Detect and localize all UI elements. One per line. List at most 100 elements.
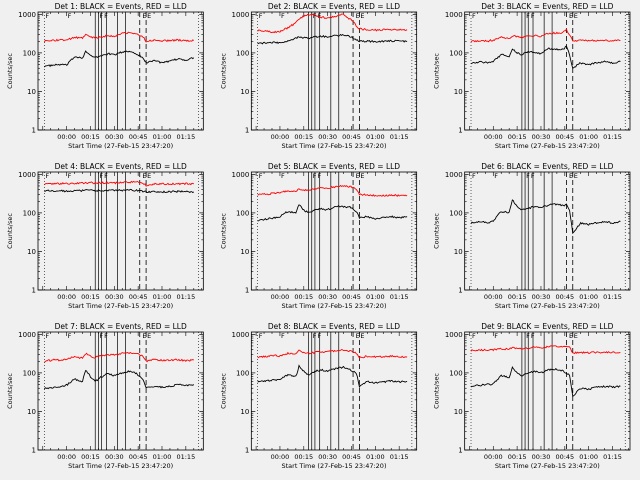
x-axis-label: Start Time (27-Feb-15 23:47:20) (495, 462, 600, 470)
marker-label: E (142, 12, 146, 20)
marker-label: E (356, 172, 360, 180)
marker-label: F (281, 12, 285, 20)
marker-label: E (142, 172, 146, 180)
x-tick-label: 00:45 (555, 133, 574, 141)
marker-label: E (360, 332, 364, 340)
y-tick-label: 1000 (232, 171, 250, 179)
x-tick-label: 00:15 (81, 293, 100, 301)
y-tick-label: 100 (236, 369, 249, 377)
y-tick-label: 10 (240, 88, 249, 96)
marker-label: E (147, 332, 151, 340)
marker-label: F (259, 172, 263, 180)
x-axis-label: Start Time (27-Feb-15 23:47:20) (281, 302, 386, 310)
x-tick-label: 00:45 (342, 453, 361, 461)
y-tick-label: 1 (245, 287, 249, 295)
x-tick-label: 00:00 (484, 133, 503, 141)
plot-frame (464, 331, 631, 451)
chart-title: Det 7: BLACK = Events, RED = LLD (55, 322, 187, 331)
marker-label: E (147, 172, 151, 180)
marker-label: F (281, 172, 285, 180)
chart-title: Det 5: BLACK = Events, RED = LLD (268, 162, 400, 171)
y-axis-label: Counts/sec (6, 213, 14, 249)
x-tick-label: 01:15 (176, 293, 195, 301)
y-tick-label: 1 (32, 447, 36, 455)
chart-panel-4: Det 4: BLACK = Events, RED = LLD 1 10 100 10… (6, 162, 204, 310)
marker-label: F (99, 172, 103, 180)
chart-panel-6: Det 6: BLACK = Events, RED = LLD 1 10 100 10… (433, 162, 631, 310)
x-axis-label: Start Time (27-Feb-15 23:47:20) (495, 142, 600, 150)
chart-title: Det 9: BLACK = Events, RED = LLD (481, 322, 613, 331)
marker-label: F (494, 12, 498, 20)
y-axis-label: Counts/sec (219, 213, 227, 249)
marker-label: F (318, 172, 322, 180)
marker-label: F (526, 172, 530, 180)
y-tick-label: 1000 (445, 331, 463, 339)
x-tick-label: 00:00 (271, 453, 290, 461)
series-line-lld (470, 345, 621, 355)
series-line-events (44, 188, 195, 194)
y-tick-label: 100 (449, 209, 462, 217)
x-tick-label: 00:30 (532, 453, 551, 461)
marker-label: E (356, 12, 360, 20)
y-tick-label: 1 (32, 287, 36, 295)
series-line-lld (257, 13, 408, 34)
y-tick-label: 1000 (232, 11, 250, 19)
x-tick-label: 00:15 (81, 453, 100, 461)
series-line-lld (44, 351, 195, 363)
marker-label: F (318, 332, 322, 340)
series-line-events (257, 33, 408, 45)
x-axis-label: Start Time (27-Feb-15 23:47:20) (68, 462, 173, 470)
y-tick-label: 1000 (445, 171, 463, 179)
marker-label: F (104, 172, 108, 180)
plot-frame (250, 171, 418, 291)
y-tick-label: 100 (449, 369, 462, 377)
marker-label: F (531, 12, 535, 20)
x-tick-label: 00:45 (129, 453, 148, 461)
y-axis-label: Counts/sec (219, 53, 227, 89)
marker-label: F (531, 172, 535, 180)
plot-frame (464, 11, 631, 131)
y-tick-label: 10 (27, 88, 36, 96)
x-tick-label: 00:30 (318, 293, 337, 301)
series-line-lld (257, 184, 408, 198)
y-tick-label: 1000 (18, 171, 36, 179)
y-tick-label: 100 (236, 209, 249, 217)
x-tick-label: 01:00 (579, 293, 598, 301)
series-line-lld (470, 27, 621, 43)
x-tick-label: 00:30 (105, 293, 124, 301)
y-tick-label: 10 (27, 408, 36, 416)
x-tick-label: 01:00 (153, 133, 172, 141)
marker-label: E (142, 332, 146, 340)
marker-label: F (526, 332, 530, 340)
marker-label: F (99, 12, 103, 20)
marker-label: E (147, 12, 151, 20)
chart-panel-7: Det 7: BLACK = Events, RED = LLD 1 10 100 10… (6, 322, 204, 470)
x-tick-label: 01:15 (390, 293, 409, 301)
series-line-lld (44, 180, 195, 187)
plot-frame (250, 331, 418, 451)
marker-label: F (313, 332, 317, 340)
x-tick-label: 00:30 (532, 293, 551, 301)
y-tick-label: 1 (32, 127, 36, 135)
x-tick-label: 01:15 (176, 453, 195, 461)
chart-title: Det 8: BLACK = Events, RED = LLD (268, 322, 400, 331)
series-line-events (257, 364, 408, 389)
x-tick-label: 00:00 (271, 293, 290, 301)
marker-label: F (45, 332, 49, 340)
marker-label: F (68, 332, 72, 340)
x-tick-label: 01:00 (153, 453, 172, 461)
marker-label: F (68, 172, 72, 180)
marker-label: F (472, 172, 476, 180)
y-tick-label: 1000 (18, 11, 36, 19)
y-axis-label: Counts/sec (6, 373, 14, 409)
chart-panel-2: Det 2: BLACK = Events, RED = LLD 1 10 100 10… (219, 2, 418, 150)
series-line-events (257, 204, 408, 222)
x-tick-label: 01:00 (366, 293, 385, 301)
chart-panel-3: Det 3: BLACK = Events, RED = LLD 1 10 100 10… (433, 2, 631, 150)
marker-label: E (569, 172, 573, 180)
y-tick-label: 1 (458, 287, 462, 295)
marker-label: F (526, 12, 530, 20)
y-axis-label: Counts/sec (6, 53, 14, 89)
chart-title: Det 4: BLACK = Events, RED = LLD (55, 162, 187, 171)
x-tick-label: 00:30 (105, 133, 124, 141)
